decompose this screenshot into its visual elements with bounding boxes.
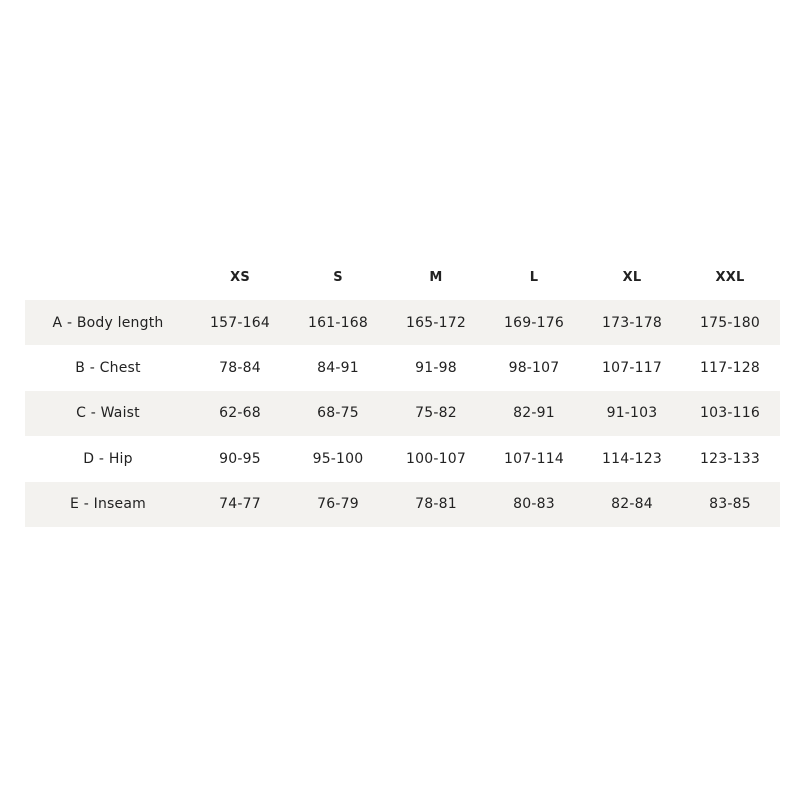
table-cell: 91-103 [606,405,658,422]
table-row: E - Inseam 74-77 76-79 78-81 80-83 82-84 83-85 [25,481,780,527]
table-cell: 103-116 [700,405,760,422]
header-cell-xs: XS [230,270,250,285]
header-cell-xxl: XXL [715,270,745,285]
table-cell: 98-107 [508,360,560,377]
table-cell: 100-107 [406,450,466,467]
table-cell: 175-180 [700,314,760,331]
table-cell: 91-98 [415,360,457,377]
table-cell: 75-82 [415,405,457,422]
table-cell: 83-85 [709,496,751,513]
header-cell-m: M [429,270,443,285]
table-row: C - Waist 62-68 68-75 75-82 82-91 91-103 103-1… [25,390,780,437]
row-label: D - Hip [83,450,133,467]
header-cell-xl: XL [622,270,642,285]
table-cell: 68-75 [317,405,359,422]
table-row: B - Chest 78-84 84-91 91-98 98-107 107-117 117… [25,345,780,390]
table-cell: 82-84 [611,496,653,513]
table-cell: 78-81 [415,496,457,513]
table-cell: 123-133 [700,450,760,467]
row-label: A - Body length [52,314,164,331]
row-label: E - Inseam [70,496,146,513]
table-cell: 161-168 [308,314,368,331]
table-cell: 80-83 [513,496,555,513]
table-cell: 90-95 [219,450,261,467]
table-cell: 117-128 [700,360,760,377]
table-cell: 107-114 [504,450,564,467]
header-cell-s: S [333,270,343,285]
row-label: B - Chest [75,360,141,377]
row-label: C - Waist [76,405,140,422]
table-cell: 169-176 [504,314,564,331]
table-header-row: XS S M L XL XXL [25,255,780,300]
table-cell: 157-164 [210,314,270,331]
table-cell: 78-84 [219,360,261,377]
table-cell: 114-123 [602,450,662,467]
table-cell: 62-68 [219,405,261,422]
table-cell: 76-79 [317,496,359,513]
table-row: A - Body length 157-164 161-168 165-172 169-… [25,300,780,346]
table-cell: 84-91 [317,360,359,377]
table-cell: 107-117 [602,360,662,377]
table-cell: 82-91 [513,405,555,422]
table-cell: 173-178 [602,314,662,331]
table-cell: 74-77 [219,496,261,513]
header-cell-l: L [529,270,539,285]
size-chart-table: XS S M L XL XXL A - Body length 157-164 16… [25,255,780,527]
table-cell: 95-100 [312,450,364,467]
table-cell: 165-172 [406,314,466,331]
table-row: D - Hip 90-95 95-100 100-107 107-114 114-123 1… [25,436,780,481]
